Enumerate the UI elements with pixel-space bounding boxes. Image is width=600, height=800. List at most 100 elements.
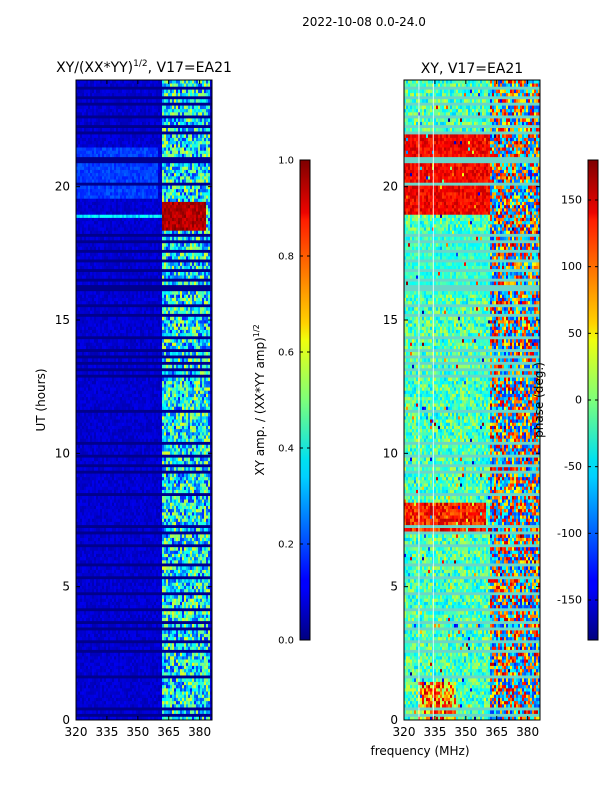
heatmap-cell xyxy=(88,566,91,570)
heatmap-cell xyxy=(76,537,79,542)
heatmap-cell xyxy=(202,688,205,692)
heatmap-cell xyxy=(96,451,99,455)
heatmap-cell xyxy=(96,521,99,526)
heatmap-cell xyxy=(82,688,85,692)
heatmap-cell xyxy=(148,476,151,481)
heatmap-cell xyxy=(88,611,91,615)
heatmap-cell xyxy=(106,694,109,698)
heatmap-cell xyxy=(78,704,81,708)
heatmap-cell xyxy=(140,681,143,686)
heatmap-cell xyxy=(164,528,167,532)
heatmap-cell xyxy=(168,630,171,634)
heatmap-cell xyxy=(198,540,201,545)
heatmap-cell xyxy=(130,716,133,720)
heatmap-cell xyxy=(144,528,147,532)
heatmap-cell xyxy=(200,611,203,615)
heatmap-cell xyxy=(136,704,139,708)
heatmap-cell xyxy=(112,547,115,551)
heatmap-cell xyxy=(126,560,129,564)
heatmap-cell xyxy=(192,550,195,554)
heatmap-cell xyxy=(96,457,99,462)
heatmap-cell xyxy=(126,694,129,698)
heatmap-cell xyxy=(82,566,85,570)
heatmap-cell xyxy=(148,550,151,554)
heatmap-cell xyxy=(150,665,153,670)
heatmap-cell xyxy=(94,665,97,670)
heatmap-cell xyxy=(176,668,179,673)
heatmap-cell xyxy=(172,604,175,609)
heatmap-cell xyxy=(128,550,131,554)
heatmap-cell xyxy=(90,672,93,676)
heatmap-cell xyxy=(114,480,117,484)
heatmap-cell xyxy=(80,467,83,471)
heatmap-cell xyxy=(78,540,81,545)
heatmap-cell xyxy=(110,425,113,430)
heatmap-cell xyxy=(198,515,201,519)
heatmap-cell xyxy=(158,556,161,561)
heatmap-cell xyxy=(126,636,129,641)
heatmap-cell xyxy=(178,512,181,516)
heatmap-cell xyxy=(84,598,87,602)
heatmap-cell xyxy=(112,480,115,484)
heatmap-cell xyxy=(162,537,165,542)
heatmap-cell xyxy=(196,515,199,519)
heatmap-cell xyxy=(130,550,133,554)
heatmap-cell xyxy=(130,630,133,634)
heatmap-cell xyxy=(146,566,149,570)
heatmap-cell xyxy=(118,694,121,698)
heatmap-cell xyxy=(140,435,143,439)
heatmap-cell xyxy=(120,678,123,682)
heatmap-cell xyxy=(174,716,177,720)
heatmap-cell xyxy=(90,432,93,436)
heatmap-cell xyxy=(158,633,161,638)
heatmap-cell xyxy=(118,560,121,564)
heatmap-cell xyxy=(168,444,171,449)
heatmap-cell xyxy=(146,716,149,720)
heatmap-cell xyxy=(104,540,107,545)
heatmap-cell xyxy=(76,489,79,494)
heatmap-cell xyxy=(158,451,161,455)
heatmap-cell xyxy=(190,448,193,452)
heatmap-cell xyxy=(172,588,175,593)
heatmap-cell xyxy=(190,428,193,433)
heatmap-cell xyxy=(204,624,207,628)
heatmap-cell xyxy=(76,547,79,551)
heatmap-cell xyxy=(82,435,85,439)
heatmap-cell xyxy=(188,656,191,660)
heatmap-cell xyxy=(110,489,113,494)
heatmap-cell xyxy=(92,422,95,426)
heatmap-cell xyxy=(126,489,129,494)
heatmap-cell xyxy=(138,604,141,609)
heatmap-cell xyxy=(184,595,187,599)
heatmap-cell xyxy=(166,528,169,532)
heatmap-cell xyxy=(172,473,175,478)
heatmap-cell xyxy=(118,518,121,522)
heatmap-cell xyxy=(80,476,83,481)
heatmap-cell xyxy=(78,515,81,519)
heatmap-cell xyxy=(186,521,189,526)
heatmap-cell xyxy=(124,528,127,532)
heatmap-cell xyxy=(110,614,113,618)
heatmap-cell xyxy=(122,672,125,676)
heatmap-cell xyxy=(108,624,111,628)
heatmap-cell xyxy=(140,582,143,586)
heatmap-cell xyxy=(108,444,111,449)
heatmap-cell xyxy=(180,540,183,545)
heatmap-cell xyxy=(146,668,149,673)
heatmap-cell xyxy=(144,633,147,638)
heatmap-cell xyxy=(82,630,85,634)
heatmap-cell xyxy=(186,704,189,708)
heatmap-cell xyxy=(102,617,105,622)
heatmap-cell xyxy=(166,569,169,574)
heatmap-cell xyxy=(148,630,151,634)
heatmap-cell xyxy=(170,595,173,599)
heatmap-cell xyxy=(134,665,137,670)
heatmap-cell xyxy=(138,566,141,570)
heatmap-cell xyxy=(100,668,103,673)
heatmap-cell xyxy=(152,643,155,647)
heatmap-cell xyxy=(138,560,141,564)
heatmap-cell xyxy=(174,467,177,471)
heatmap-cell xyxy=(94,617,97,622)
heatmap-cell xyxy=(154,662,157,666)
heatmap-cell xyxy=(130,432,133,436)
